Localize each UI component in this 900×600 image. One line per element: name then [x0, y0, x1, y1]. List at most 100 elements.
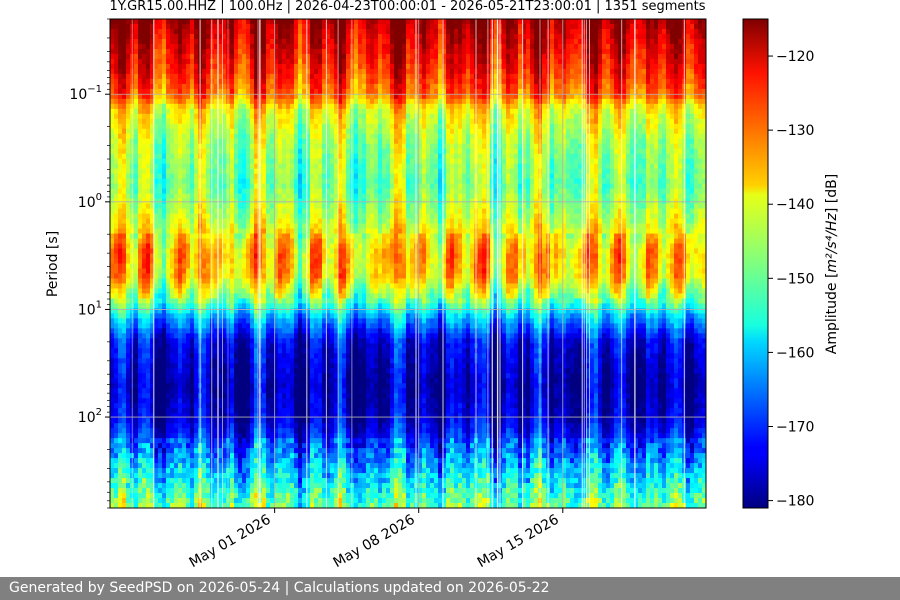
heatmap-cell — [134, 268, 139, 275]
heatmap-cell — [282, 458, 287, 464]
heatmap-cell — [302, 173, 307, 180]
heatmap-cell — [214, 223, 219, 230]
heatmap-cell — [146, 103, 151, 110]
heatmap-cell — [158, 128, 163, 135]
heatmap-cell — [234, 208, 239, 215]
heatmap-cell — [150, 48, 155, 55]
heatmap-cell — [122, 483, 127, 489]
heatmap-cell — [294, 113, 299, 120]
heatmap-cell — [282, 38, 287, 45]
heatmap-cell — [282, 258, 287, 265]
heatmap-cell — [202, 153, 207, 160]
heatmap-cell — [170, 428, 175, 434]
heatmap-cell — [210, 153, 215, 160]
heatmap-cell — [294, 33, 299, 40]
heatmap-cell — [210, 343, 215, 349]
heatmap-cell — [230, 148, 235, 155]
heatmap-cell — [250, 398, 255, 404]
heatmap-cell — [170, 468, 175, 474]
heatmap-cell — [310, 93, 315, 100]
heatmap-cell — [262, 308, 267, 314]
heatmap-cell — [286, 218, 291, 225]
heatmap-cell — [170, 193, 175, 200]
heatmap-cell — [126, 353, 131, 359]
heatmap-cell — [294, 453, 299, 459]
heatmap-cell — [186, 453, 191, 459]
heatmap-cell — [254, 328, 259, 334]
heatmap-cell — [242, 98, 247, 105]
heatmap-cell — [154, 243, 159, 250]
heatmap-cell — [242, 63, 247, 70]
heatmap-cell — [158, 393, 163, 399]
heatmap-cell — [138, 298, 143, 305]
heatmap-cell — [150, 388, 155, 394]
heatmap-cell — [190, 238, 195, 245]
heatmap-cell — [174, 348, 179, 354]
heatmap-cell — [114, 343, 119, 349]
heatmap-cell — [274, 503, 279, 508]
heatmap-cell — [274, 23, 279, 30]
heatmap-cell — [290, 278, 295, 285]
heatmap-cell — [162, 68, 167, 75]
heatmap-cell — [202, 163, 207, 170]
heatmap-cell — [298, 403, 303, 409]
heatmap-cell — [246, 143, 251, 150]
heatmap-cell — [246, 168, 251, 175]
heatmap-cell — [294, 408, 299, 414]
heatmap-cell — [114, 208, 119, 215]
heatmap-cell — [242, 398, 247, 404]
heatmap-cell — [262, 23, 267, 30]
heatmap-cell — [186, 288, 191, 295]
heatmap-cell — [222, 88, 227, 95]
heatmap-cell — [122, 19, 127, 25]
heatmap-cell — [142, 88, 147, 95]
heatmap-cell — [114, 288, 119, 295]
heatmap-cell — [262, 268, 267, 275]
heatmap-cell — [174, 398, 179, 404]
heatmap-cell — [294, 243, 299, 250]
heatmap-cell — [166, 19, 171, 25]
heatmap-cell — [190, 148, 195, 155]
heatmap-cell — [150, 163, 155, 170]
heatmap-cell — [162, 73, 167, 80]
heatmap-cell — [302, 58, 307, 65]
heatmap-cell — [262, 318, 267, 324]
heatmap-cell — [218, 83, 223, 90]
heatmap-cell — [290, 128, 295, 135]
heatmap-cell — [302, 43, 307, 50]
heatmap-cell — [222, 363, 227, 369]
heatmap-cell — [146, 488, 151, 494]
heatmap-cell — [210, 388, 215, 394]
heatmap-cell — [230, 293, 235, 300]
heatmap-cell — [242, 193, 247, 200]
heatmap-cell — [278, 288, 283, 295]
heatmap-cell — [286, 283, 291, 290]
heatmap-cell — [118, 438, 123, 444]
heatmap-cell — [270, 388, 275, 394]
heatmap-cell — [222, 413, 227, 419]
heatmap-cell — [158, 313, 163, 319]
heatmap-cell — [310, 433, 315, 439]
heatmap-cell — [218, 218, 223, 225]
heatmap-cell — [306, 383, 311, 389]
heatmap-cell — [114, 438, 119, 444]
heatmap-cell — [166, 438, 171, 444]
heatmap-cell — [170, 178, 175, 185]
heatmap-cell — [146, 148, 151, 155]
heatmap-cell — [254, 288, 259, 295]
heatmap-cell — [186, 373, 191, 379]
heatmap-cell — [262, 353, 267, 359]
heatmap-cell — [302, 98, 307, 105]
heatmap-cell — [166, 468, 171, 474]
heatmap-cell — [270, 363, 275, 369]
heatmap-cell — [294, 263, 299, 270]
heatmap-cell — [274, 408, 279, 414]
heatmap-cell — [142, 388, 147, 394]
heatmap-cell — [298, 433, 303, 439]
heatmap-cell — [274, 238, 279, 245]
heatmap-cell — [278, 133, 283, 140]
heatmap-cell — [182, 213, 187, 220]
heatmap-cell — [186, 443, 191, 449]
heatmap-cell — [298, 283, 303, 290]
heatmap-cell — [110, 258, 115, 265]
